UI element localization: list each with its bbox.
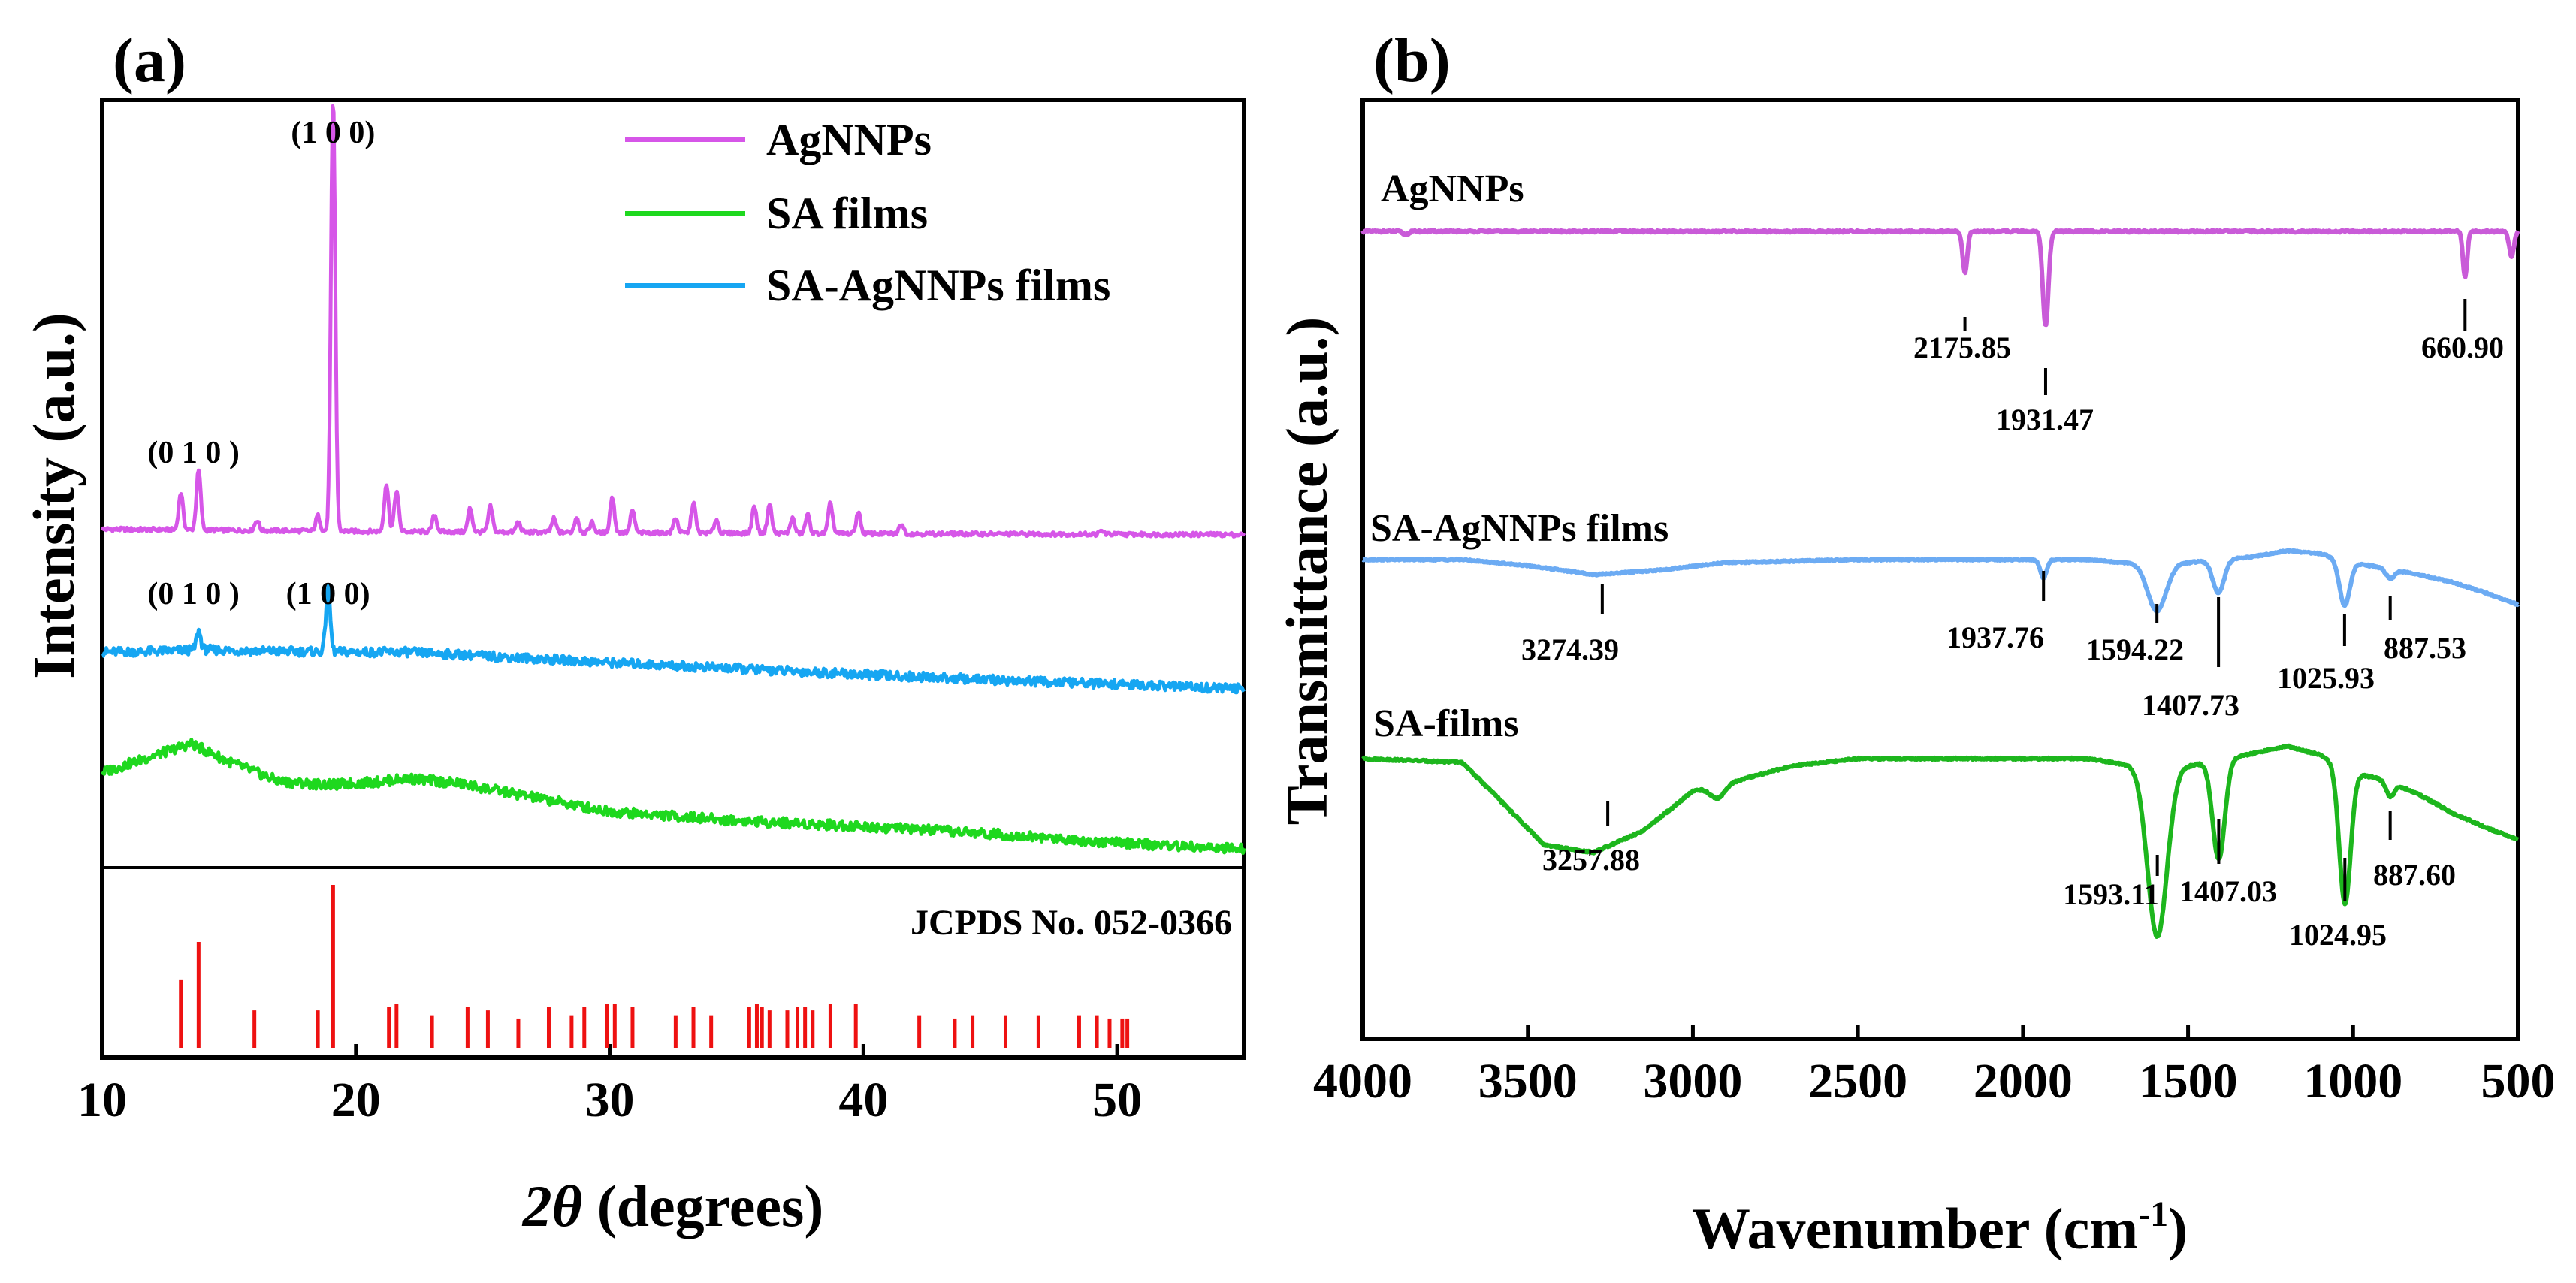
peak-label-1407-73: 1407.73: [2142, 688, 2239, 722]
ftir-curve-agnnps: [1360, 228, 2520, 328]
panel-a-y-axis-title: Intensity (a.u.): [21, 312, 86, 679]
unit-close-paren: ): [2168, 1196, 2188, 1261]
series-label-agnnps: AgNNPs: [1381, 168, 1524, 210]
hkl-label-100-agnnps: (1 0 0): [291, 116, 375, 150]
x-tick-label-50: 50: [1092, 1073, 1142, 1128]
jcpds-reference-lines: [179, 885, 1130, 1048]
hkl-label-100-composite: (1 0 0): [286, 577, 370, 611]
panel-a-x-ticks: 10 20 30 40 50: [77, 1044, 1142, 1128]
ftir-curve-sa-agnnps-films: [1361, 548, 2520, 614]
curve-agnnps: [100, 104, 1246, 539]
peak-label-3257-88: 3257.88: [1542, 843, 1640, 877]
wn-tick-label-1000: 1000: [2303, 1054, 2402, 1109]
hkl-label-010-agnnps: (0 1 0 ): [147, 436, 239, 470]
legend: AgNNPs SA films SA-AgNNPs films: [625, 115, 1110, 310]
legend-label-agnnps: AgNNPs: [766, 115, 932, 165]
peak-label-1931-47: 1931.47: [1996, 403, 2094, 436]
legend-label-sa-agnnps-films: SA-AgNNPs films: [766, 261, 1110, 310]
peak-label-887-60: 887.60: [2373, 858, 2456, 892]
degrees-unit: (degrees): [597, 1173, 824, 1239]
wn-tick-label-3500: 3500: [1478, 1054, 1578, 1109]
x-tick-label-10: 10: [77, 1073, 127, 1128]
ftir-band-labels: AgNNPs SA-AgNNPs films SA-films 2175.85 …: [1370, 168, 2504, 952]
hkl-label-010-composite: (0 1 0 ): [147, 577, 239, 611]
two-theta-symbol: 2θ: [522, 1173, 583, 1239]
wn-tick-label-1500: 1500: [2139, 1054, 2238, 1109]
wavenumber-label: Wavenumber (cm: [1692, 1196, 2138, 1261]
peak-label-1407-03: 1407.03: [2179, 874, 2277, 908]
x-tick-label-20: 20: [331, 1073, 381, 1128]
peak-label-2175-85: 2175.85: [1913, 331, 2011, 364]
legend-label-sa-films: SA films: [766, 189, 928, 238]
peak-label-3274-39: 3274.39: [1521, 632, 1619, 666]
panel-b: (b) 4000 3500 3000 2500 2000 1500 1000 500 AgNN…: [1274, 26, 2556, 1261]
jcpds-label: JCPDS No. 052-0366: [911, 903, 1232, 943]
peak-label-1024-95: 1024.95: [2289, 918, 2387, 952]
unit-superscript: -1: [2138, 1194, 2168, 1234]
panel-b-x-ticks: 4000 3500 3000 2500 2000 1500 1000 500: [1313, 1025, 2556, 1109]
panel-b-x-axis-title: Wavenumber (cm-1): [1692, 1194, 2188, 1261]
peak-label-1937-76: 1937.76: [1946, 620, 2044, 654]
x-tick-label-30: 30: [585, 1073, 635, 1128]
wn-tick-label-3000: 3000: [1643, 1054, 1742, 1109]
series-label-sa-agnnps-films: SA-AgNNPs films: [1370, 507, 1669, 550]
wn-tick-label-2500: 2500: [1808, 1054, 1907, 1109]
peak-label-1593-11: 1593.11: [2063, 877, 2159, 911]
curve-sa-agnnps-films: [101, 583, 1246, 695]
panel-a-label: (a): [113, 26, 186, 95]
panel-a: (a) 10 20 30 40 50 (1 0 0) (0 1 0 ) (0 1 0 )…: [21, 26, 1246, 1239]
peak-label-887-53: 887.53: [2384, 631, 2466, 665]
series-label-sa-films: SA-films: [1373, 702, 1519, 745]
hkl-annotations: (1 0 0) (0 1 0 ) (0 1 0 ) (1 0 0): [147, 116, 375, 611]
panel-b-frame: [1360, 98, 2520, 1041]
panel-a-x-axis-title: 2θ (degrees): [522, 1173, 824, 1239]
peak-marker-lines: [1600, 299, 2467, 901]
wn-tick-label-500: 500: [2481, 1054, 2556, 1109]
x-tick-label-40: 40: [838, 1073, 888, 1128]
panel-a-frame: [100, 98, 1246, 1060]
panel-a-curves: [100, 104, 1246, 856]
peak-label-1025-93: 1025.93: [2277, 661, 2375, 695]
panel-b-curves: [1360, 228, 2520, 939]
peak-label-1594-22: 1594.22: [2086, 632, 2184, 666]
wn-tick-label-2000: 2000: [1974, 1054, 2073, 1109]
curve-sa-films: [100, 738, 1246, 856]
wn-tick-label-4000: 4000: [1313, 1054, 1412, 1109]
ftir-curve-sa-films: [1361, 743, 2520, 939]
panel-b-label: (b): [1373, 26, 1451, 95]
peak-label-660-90: 660.90: [2421, 331, 2504, 364]
panel-b-y-axis-title: Transmittance (a.u.): [1274, 317, 1339, 826]
